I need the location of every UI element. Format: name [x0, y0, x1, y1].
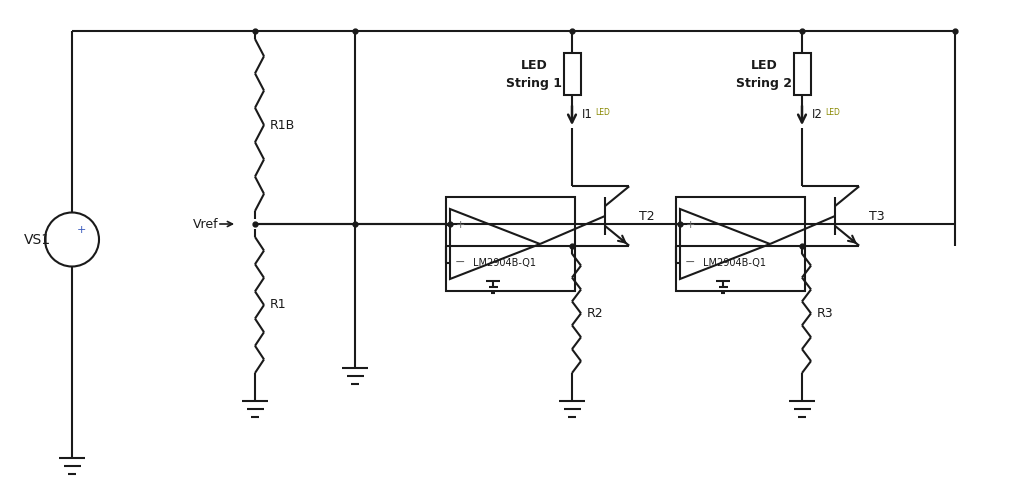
Text: VS1: VS1	[24, 232, 51, 246]
Text: T2: T2	[639, 209, 654, 223]
Bar	[446, 197, 575, 291]
Text: String 2: String 2	[736, 76, 792, 89]
Text: LED: LED	[520, 58, 548, 71]
Text: R3: R3	[817, 307, 834, 320]
Text: R1B: R1B	[270, 119, 295, 132]
Text: −: −	[455, 257, 465, 269]
Text: +: +	[685, 220, 694, 230]
Text: R1: R1	[270, 298, 287, 312]
Text: String 1: String 1	[506, 76, 562, 89]
Text: LED: LED	[595, 108, 610, 117]
Text: LM2904B-Q1: LM2904B-Q1	[473, 258, 537, 268]
Bar	[676, 197, 805, 291]
Text: LM2904B-Q1: LM2904B-Q1	[703, 258, 767, 268]
Text: Vref: Vref	[193, 218, 219, 230]
Text: +: +	[77, 225, 86, 235]
Text: LED: LED	[825, 108, 840, 117]
Text: T3: T3	[869, 209, 885, 223]
Text: I2: I2	[812, 107, 823, 121]
Bar	[794, 53, 811, 95]
Text: R2: R2	[587, 307, 603, 320]
Text: I1: I1	[582, 107, 593, 121]
Text: −: −	[685, 257, 695, 269]
Text: +: +	[456, 220, 465, 230]
Text: LED: LED	[751, 58, 777, 71]
Bar	[563, 53, 581, 95]
